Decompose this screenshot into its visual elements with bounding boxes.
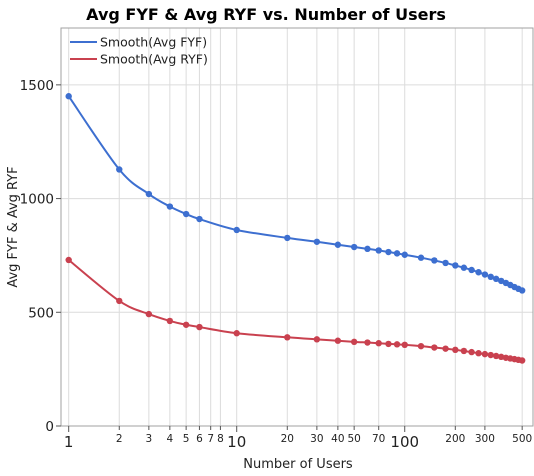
data-point [182,321,190,328]
x-minor-tick-label: 500 [512,433,532,445]
data-point [518,287,526,294]
y-tick-label: 1500 [20,78,54,94]
data-point [417,342,425,350]
x-minor-tick-label: 2 [116,433,123,445]
x-minor-tick-label: 3 [146,433,153,445]
data-point [116,166,123,173]
plot-frame [60,27,534,427]
data-point [452,346,459,354]
data-point [145,310,153,318]
data-point [233,330,240,337]
series-avg-fyf [65,93,526,294]
x-minor-tick-label: 20 [281,433,294,445]
x-minor-tick-label: 70 [372,433,385,445]
y-tick-label: 500 [28,305,54,321]
data-point [481,271,489,278]
x-tick-label: 100 [390,433,419,451]
data-point [334,337,342,344]
x-minor-tick-label: 6 [196,433,203,445]
x-minor-tick-label: 300 [475,433,495,445]
data-point [375,340,382,347]
x-axis-label: Number of Users [243,457,353,472]
data-point [145,190,153,198]
data-point [401,341,408,349]
data-point [166,317,174,325]
data-point [313,336,321,343]
series-layer [65,93,526,364]
data-point [393,250,401,257]
data-point [350,243,358,251]
data-point [375,247,382,254]
data-point [492,352,500,360]
data-point [452,262,459,269]
data-point [487,273,494,281]
data-point [460,264,468,271]
data-point [475,269,482,276]
data-point [350,338,358,346]
data-point [492,275,500,283]
data-point [431,344,438,351]
series-avg-ryf [65,256,526,364]
legend: Smooth(Avg FYF) Smooth(Avg RYF) [70,35,208,67]
chart-title: Avg FYF & Avg RYF vs. Number of Users [86,5,446,24]
data-point [65,256,72,264]
data-point [313,238,321,245]
data-point [364,339,371,346]
data-point [460,347,468,355]
data-point [284,234,291,242]
x-minor-tick-label: 30 [310,433,323,445]
data-point [182,210,190,218]
x-minor-tick-label: 8 [217,433,224,445]
data-point [431,257,438,264]
x-minor-tick-label: 7 [207,433,214,445]
x-minor-tick-label: 4 [167,433,174,445]
x-minor-tick-label: 40 [331,433,344,445]
series-line [68,259,523,362]
x-minor-tick-label: 50 [347,433,360,445]
data-point [364,245,371,253]
data-point [166,203,174,210]
data-point [196,215,203,223]
data-point [468,266,475,274]
y-tick-label: 1000 [20,192,54,208]
data-point [393,341,401,348]
data-point [196,323,203,331]
data-point [284,334,291,341]
data-point [385,340,392,348]
data-point [334,241,342,248]
x-minor-tick-label: 5 [183,433,190,445]
gridlines [61,28,533,427]
y-axis-label: Avg FYF & Avg RYF [6,166,21,287]
series-line [67,95,523,292]
data-point [481,350,489,358]
x-minor-tick-label: 200 [445,433,465,445]
data-point [233,226,240,234]
data-point [442,259,449,267]
data-point [65,93,72,100]
y-tick-label: 0 [45,419,54,435]
data-point [116,297,123,305]
data-point [385,248,392,256]
data-point [417,254,425,261]
legend-entry-label: Smooth(Avg FYF) [100,35,207,50]
data-point [401,251,408,258]
data-point [518,357,526,364]
data-point [487,351,494,359]
data-point [442,345,449,352]
x-tick-label: 1 [64,433,74,451]
data-point [475,350,482,357]
legend-entry-label: Smooth(Avg RYF) [100,52,208,67]
x-tick-label: 10 [227,433,246,451]
axis-ticks: 1 10 100 2 3 4 5 6 7 8 20 30 40 50 70 200 300 500 0 500 1000… [20,78,533,451]
data-point [468,348,475,356]
